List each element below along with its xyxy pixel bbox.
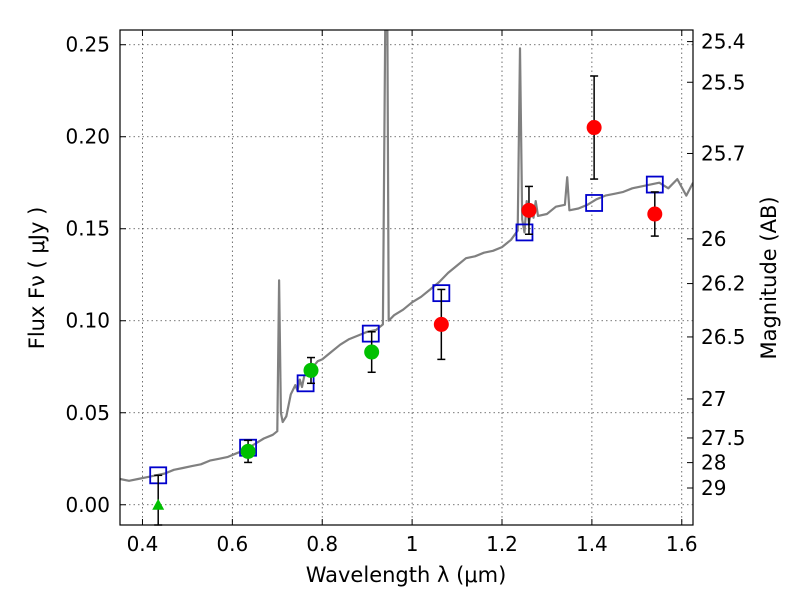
observed-flux-point (586, 120, 602, 136)
x-tick-label: 1 (406, 532, 419, 556)
model-flux-square (361, 324, 380, 343)
observed-flux-point (647, 206, 663, 222)
right-tick-label: 26.5 (701, 325, 746, 349)
model-spectrum (120, 30, 693, 482)
observed-flux-point (303, 362, 319, 378)
axis-ticks (120, 30, 693, 525)
right-tick-label: 26.2 (701, 272, 746, 296)
right-tick-label: 25.5 (701, 70, 746, 94)
x-tick-label: 1.6 (666, 532, 698, 556)
right-tick-label: 26 (701, 227, 726, 251)
plot-frame (119, 29, 694, 526)
observed-flux-point (433, 316, 449, 332)
right-tick-label: 29 (701, 476, 726, 500)
observed-flux-point (364, 344, 380, 360)
model-flux-square (585, 194, 604, 212)
upper-limit-triangle (152, 498, 165, 510)
x-tick-label: 1.4 (576, 532, 608, 556)
x-axis-label: Wavelength λ (μm) (306, 563, 507, 587)
y-tick-label: 0.10 (65, 309, 110, 333)
x-tick-label: 0.6 (216, 532, 248, 556)
y-tick-label: 0.25 (65, 33, 110, 57)
right-axis-label: Magnitude (AB) (757, 196, 781, 359)
model-spectrum-line (120, 30, 693, 482)
y-tick-label: 0.00 (65, 493, 110, 517)
y-tick-label: 0.15 (65, 217, 110, 241)
photometry-points (149, 75, 664, 526)
observed-flux-point (521, 202, 537, 218)
right-tick-label: 25.7 (701, 141, 746, 165)
y-tick-label: 0.20 (65, 125, 110, 149)
y-axis-label: Flux Fν ( μJy ) (25, 207, 49, 350)
x-tick-label: 0.8 (306, 532, 338, 556)
y-tick-label: 0.05 (65, 401, 110, 425)
x-tick-label: 0.4 (127, 532, 159, 556)
right-tick-label: 28 (701, 451, 726, 475)
tick-labels: 0.4 0.6 0.8 1 1.2 1.4 1.6 0.00 0.05 0.10 0.15 0.20 0… (65, 30, 745, 556)
right-tick-label: 27.5 (701, 426, 746, 450)
right-tick-label: 27 (701, 387, 726, 411)
right-tick-label: 25.4 (701, 30, 746, 54)
x-tick-label: 1.2 (486, 532, 518, 556)
model-flux-square (515, 223, 534, 242)
observed-flux-point (240, 443, 256, 459)
grid (120, 30, 693, 525)
